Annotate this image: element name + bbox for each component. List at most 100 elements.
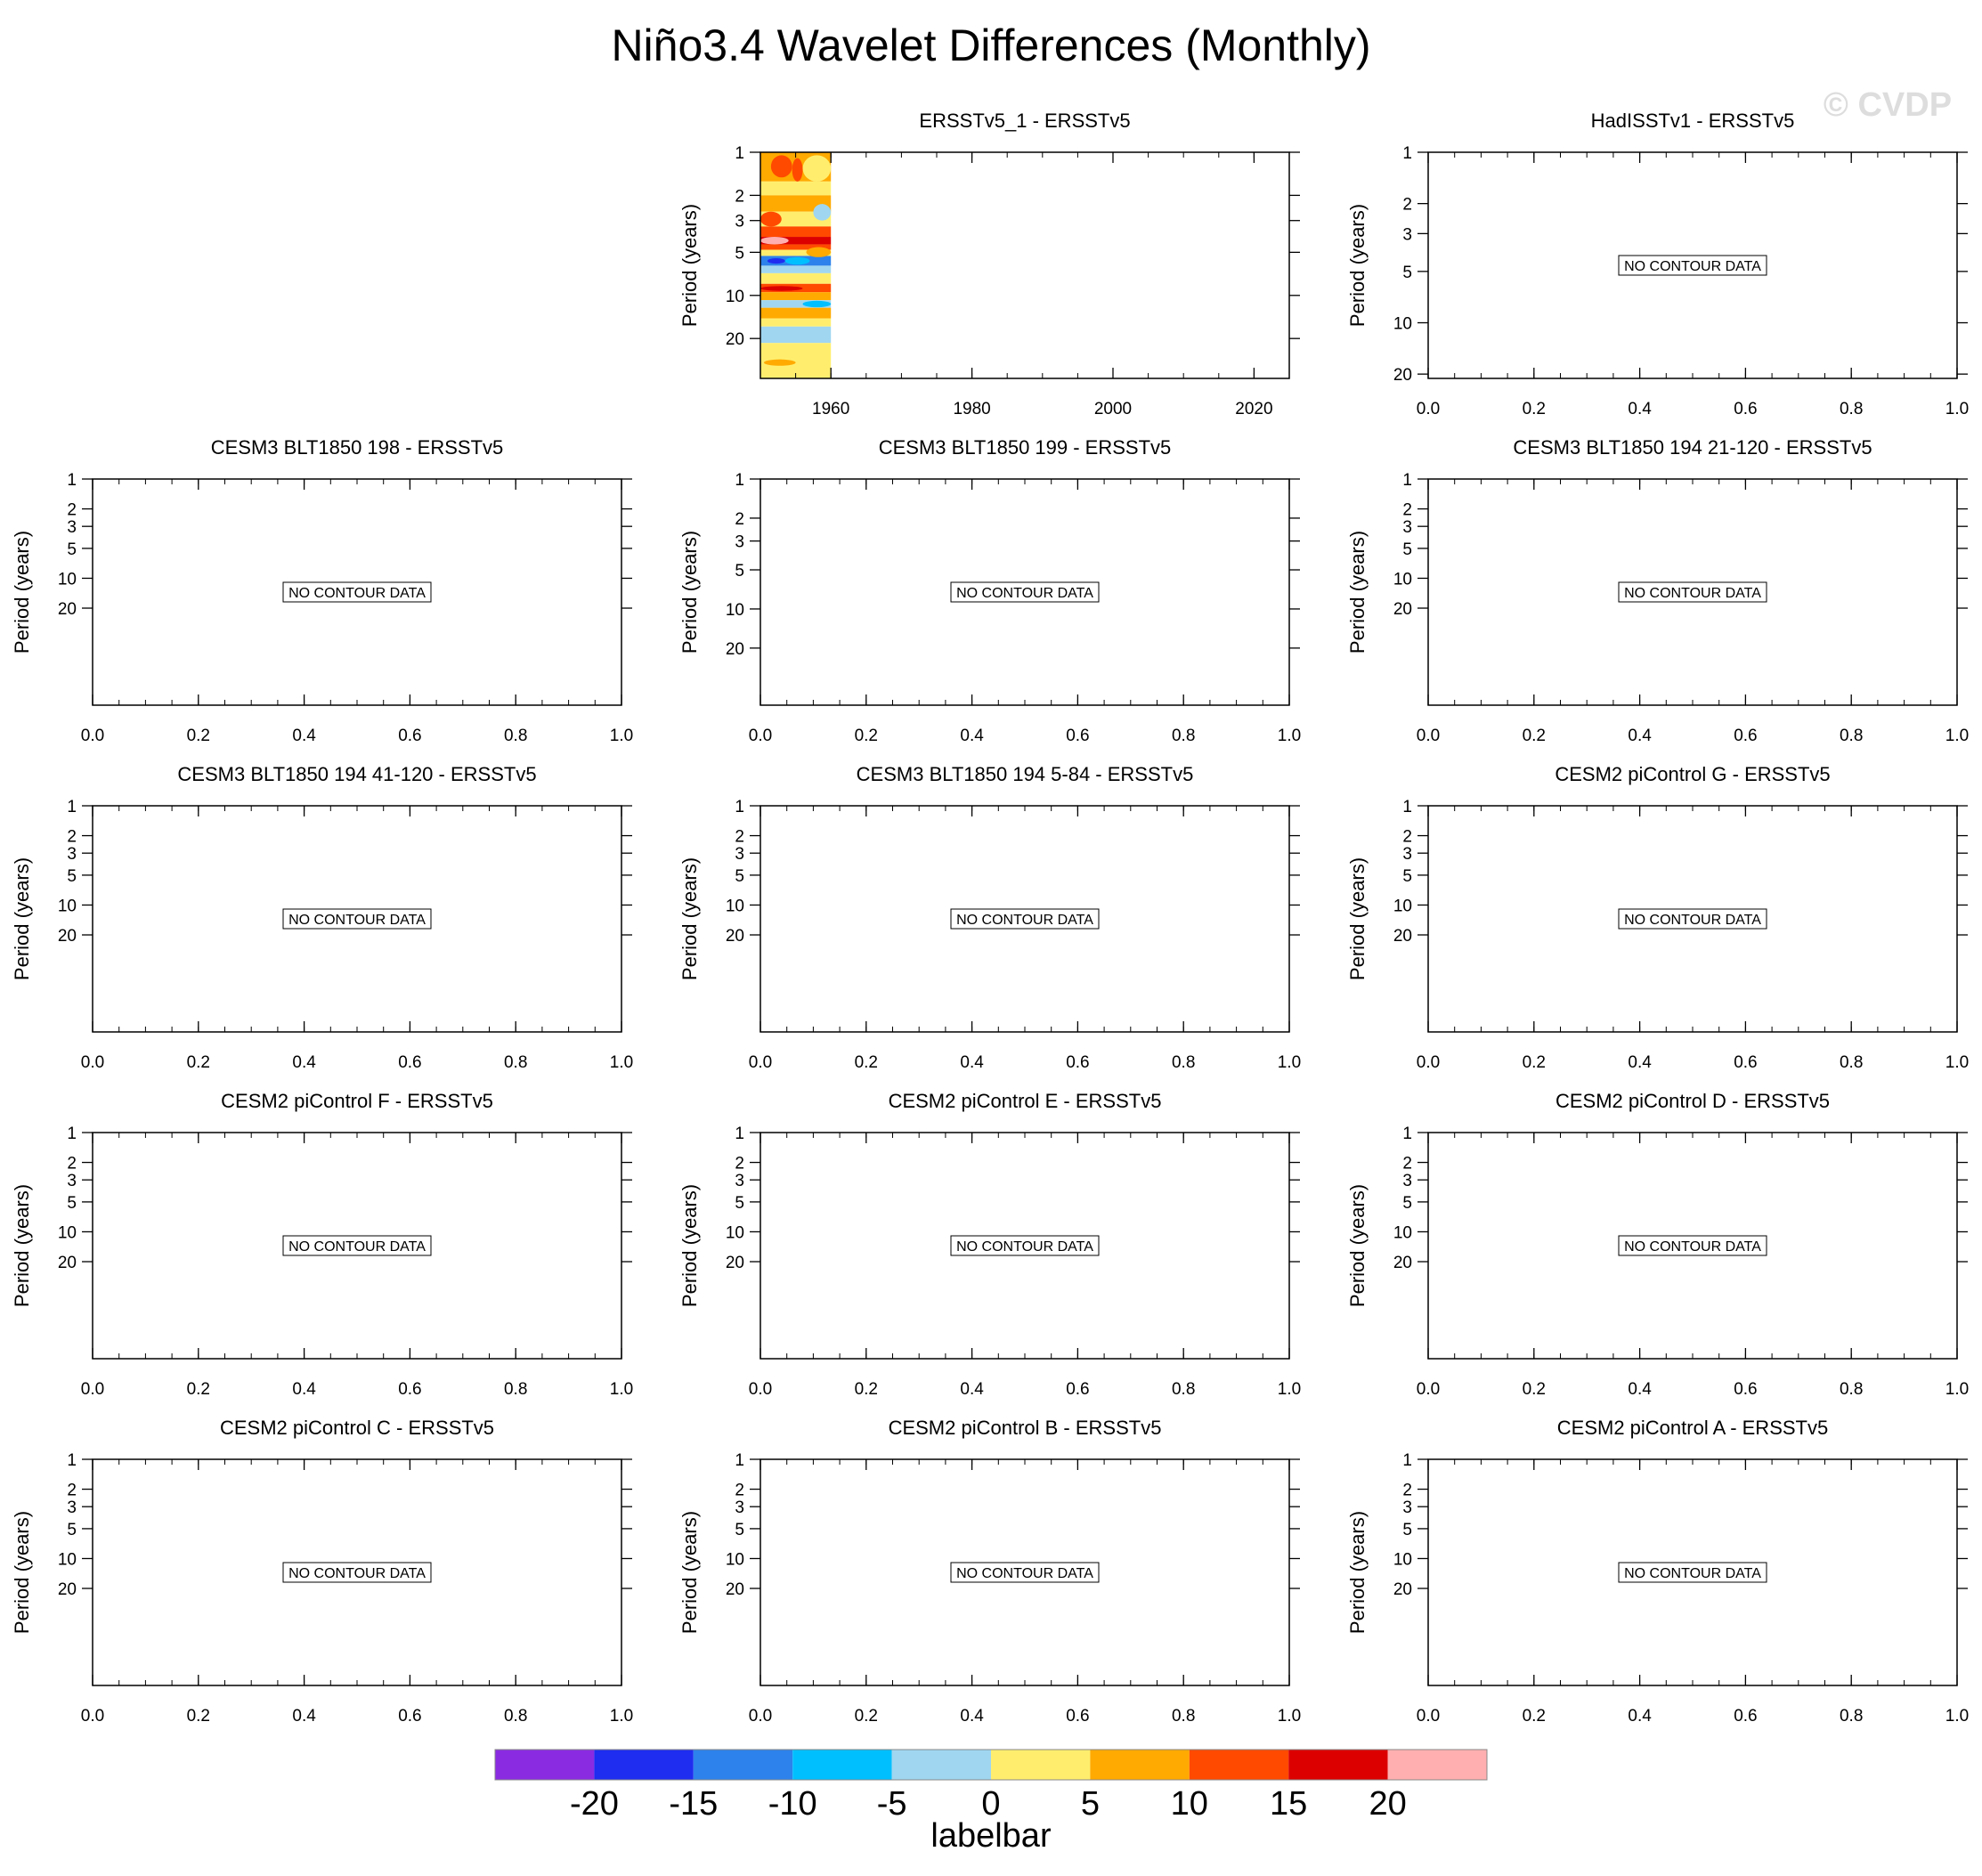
figure-title: Niño3.4 Wavelet Differences (Monthly) [611, 20, 1370, 70]
x-tick-label: 1980 [953, 400, 990, 418]
colorbar-segment [792, 1750, 892, 1780]
x-tick-label: 0.8 [1840, 1053, 1863, 1072]
panel-5: CESM3 BLT1850 194 21-120 - ERSSTv5 1 23 5 10… [1346, 436, 1969, 745]
x-tick-label: 0.6 [1734, 1707, 1757, 1726]
contour-band [760, 226, 832, 238]
contour-band [760, 307, 832, 319]
x-tick-label: 0.6 [1066, 1707, 1089, 1726]
colorbar-tick-label: 20 [1369, 1785, 1406, 1823]
x-tick-label: 0.0 [749, 1707, 772, 1726]
x-tick-label: 0.4 [1628, 727, 1652, 745]
no-data-box [950, 581, 1100, 603]
y-tick-label: 5 [735, 1194, 744, 1213]
x-tick-label: 0.6 [1734, 400, 1757, 418]
panel-title: CESM2 piControl C - ERSSTv5 [220, 1417, 494, 1439]
colorbar-tick-label: 5 [1081, 1785, 1100, 1823]
colorbar-segment [1189, 1750, 1289, 1780]
x-tick-label: 0.2 [1523, 727, 1546, 745]
x-tick-label: 0.8 [1172, 727, 1195, 745]
y-axis-label: Period (years) [11, 531, 33, 654]
contour-blob [806, 247, 832, 257]
contour-blob [784, 256, 810, 265]
x-tick-label: 0.8 [504, 1053, 527, 1072]
no-data-box [1618, 1235, 1767, 1256]
panel-1: ERSSTv5_1 - ERSSTv5 1 2 3 5 10 20 Period (years… [678, 110, 1300, 418]
x-tick-label: 0.8 [1840, 1380, 1863, 1399]
x-tick-label: 0.4 [960, 1380, 984, 1399]
y-tick-label: 2 [67, 501, 77, 520]
y-tick-label: 10 [1393, 315, 1412, 334]
x-tick-label: 0.6 [1734, 1380, 1757, 1399]
colorbar-label: labelbar [930, 1817, 1052, 1855]
no-data-text: NO CONTOUR DATA [1624, 1566, 1761, 1581]
x-tick-label: 0.6 [398, 1380, 421, 1399]
panel-6: CESM3 BLT1850 194 41-120 - ERSSTv5 1 23 5 10… [11, 763, 633, 1072]
y-tick-label: 1 [67, 1125, 77, 1143]
y-tick-label: 10 [58, 570, 77, 589]
y-tick-label: 10 [1393, 1550, 1412, 1569]
y-tick-label: 3 [67, 518, 77, 537]
y-tick-label: 20 [726, 1580, 744, 1599]
no-data-text: NO CONTOUR DATA [1624, 1239, 1761, 1255]
x-tick-label: 1.0 [1945, 1707, 1969, 1726]
contour-blob [760, 211, 782, 227]
x-tick-label: 0.4 [1628, 1707, 1652, 1726]
x-tick-label: 0.0 [1417, 400, 1440, 418]
panel-2: HadISSTv1 - ERSSTv5 1 2 3 5 10 20 Period (years… [1346, 110, 1969, 418]
y-tick-label: 1 [1402, 144, 1412, 163]
panel-title: CESM2 piControl G - ERSSTv5 [1555, 763, 1830, 785]
x-tick-label: 1.0 [1278, 1053, 1301, 1072]
y-tick-label: 20 [1393, 600, 1412, 619]
y-tick-label: 1 [1402, 1451, 1412, 1470]
y-tick-label: 2 [735, 510, 744, 529]
colorbar: -20 -15 -10 -5 0 5 10 15 20 labelbar [494, 1749, 1488, 1855]
y-tick-label: 3 [1402, 1498, 1412, 1517]
panel-title: CESM2 piControl B - ERSSTv5 [889, 1417, 1162, 1439]
no-data-box [1618, 255, 1767, 276]
y-tick-label: 5 [1402, 1194, 1412, 1213]
x-tick-label: 0.2 [187, 1053, 210, 1072]
x-tick-label: 1.0 [1278, 727, 1301, 745]
panel-14: CESM2 piControl A - ERSSTv5 1 23 5 10 20 Perio… [1346, 1417, 1969, 1726]
panel-title: CESM2 piControl D - ERSSTv5 [1556, 1090, 1830, 1112]
y-axis-label: Period (years) [1346, 857, 1369, 980]
no-data-text: NO CONTOUR DATA [1624, 259, 1761, 274]
x-tick-label: 0.4 [1628, 1053, 1652, 1072]
y-tick-label: 5 [67, 867, 77, 886]
contour-blob [760, 286, 803, 291]
no-data-box [282, 581, 432, 603]
contour-band [760, 265, 832, 273]
contour-fill [760, 152, 832, 378]
x-tick-label: 0.2 [187, 727, 210, 745]
no-data-box [950, 1235, 1100, 1256]
contour-blob [792, 158, 803, 182]
x-tick-label: 2020 [1235, 400, 1272, 418]
contour-blob [767, 258, 785, 264]
x-tick-label: 0.4 [960, 1053, 984, 1072]
panel-title: HadISSTv1 - ERSSTv5 [1591, 110, 1795, 132]
x-tick-label: 0.6 [1066, 727, 1089, 745]
y-tick-label: 2 [67, 1482, 77, 1500]
y-axis-label: Period (years) [678, 204, 701, 327]
no-data-text: NO CONTOUR DATA [288, 1239, 426, 1255]
y-tick-label: 5 [1402, 1521, 1412, 1539]
y-tick-label: 1 [735, 798, 744, 816]
x-tick-label: 1.0 [1945, 1053, 1969, 1072]
y-tick-label: 20 [1393, 1254, 1412, 1272]
y-tick-label: 10 [1393, 897, 1412, 915]
x-tick-label: 0.2 [855, 1707, 878, 1726]
panel-title: CESM3 BLT1850 194 21-120 - ERSSTv5 [1513, 436, 1872, 459]
panel-13: CESM2 piControl B - ERSSTv5 1 23 5 10 20 Perio… [678, 1417, 1301, 1726]
y-tick-label: 10 [726, 1223, 744, 1242]
x-tick-label: 1.0 [610, 1053, 633, 1072]
y-tick-label: 2 [735, 828, 744, 847]
y-tick-label: 3 [735, 533, 744, 552]
no-data-text: NO CONTOUR DATA [1624, 586, 1761, 601]
contour-band [760, 300, 832, 308]
x-tick-label: 1.0 [610, 1707, 633, 1726]
x-tick-label: 0.2 [1523, 400, 1546, 418]
no-data-box [282, 908, 432, 930]
x-tick-label: 0.8 [1172, 1053, 1195, 1072]
no-data-box [282, 1562, 432, 1583]
